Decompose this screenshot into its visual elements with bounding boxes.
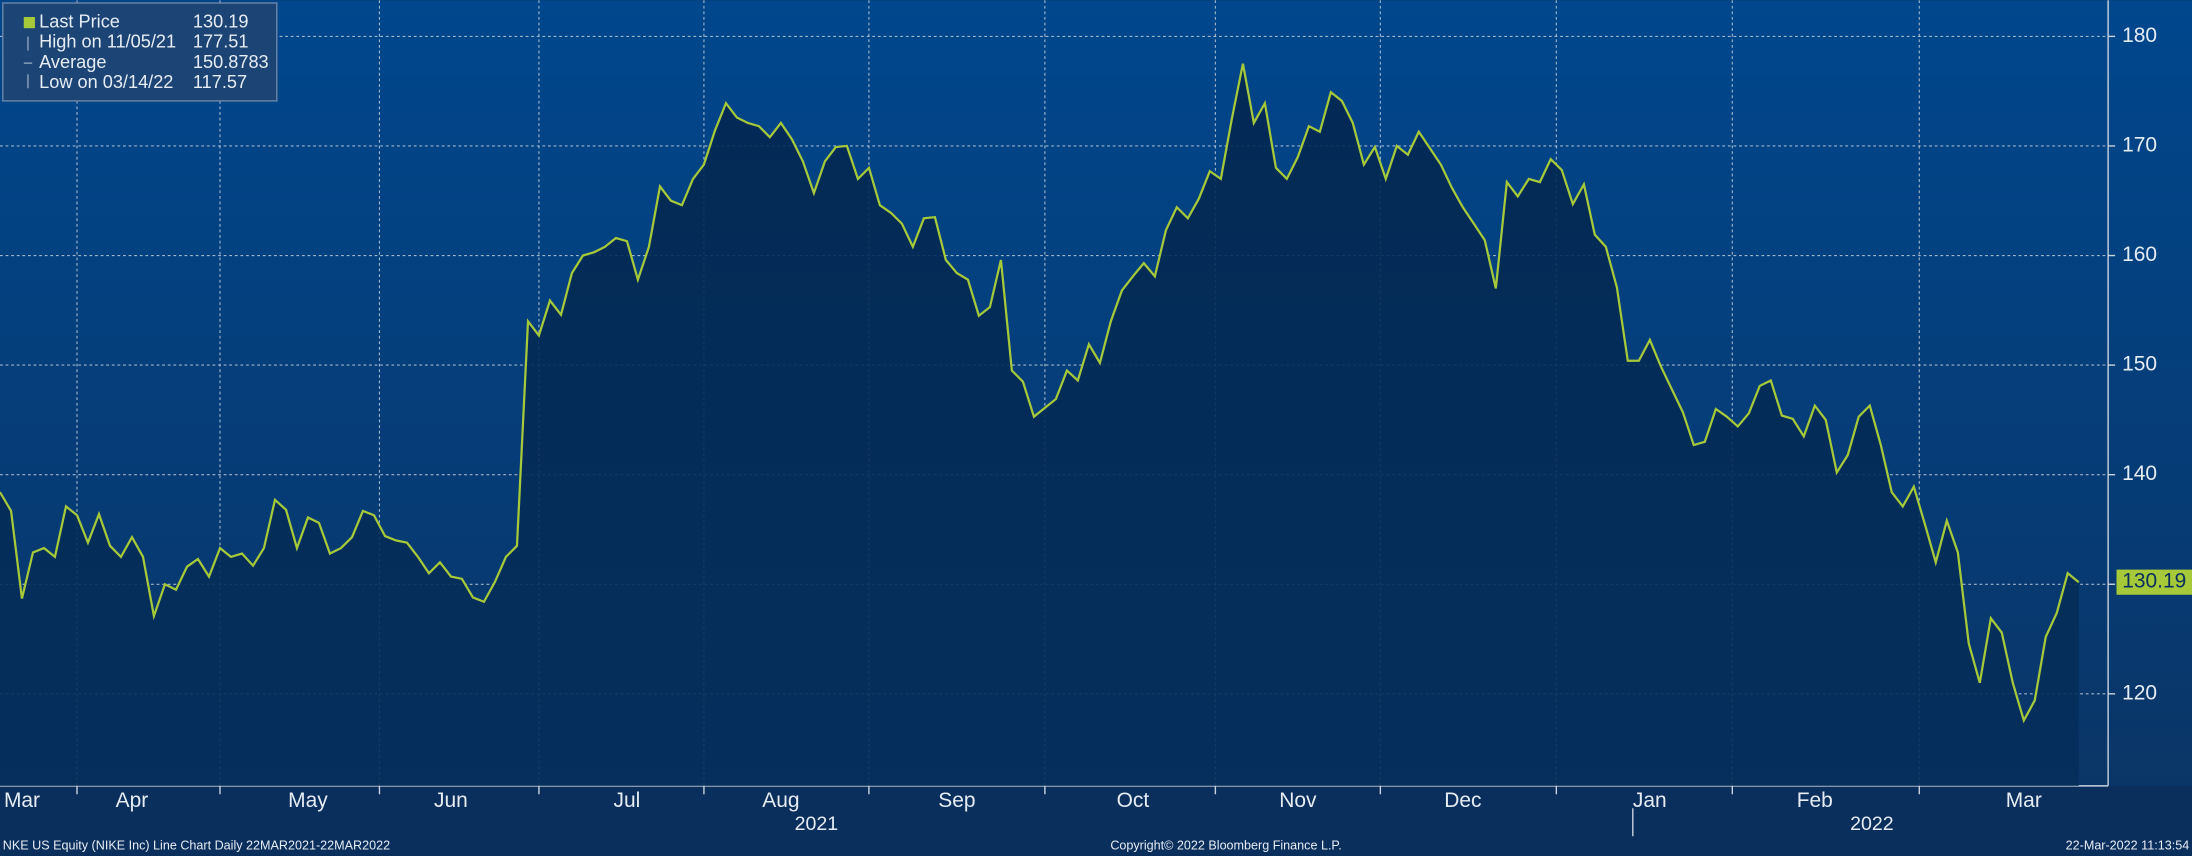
x-tick-label: Dec (1444, 789, 1481, 812)
axes: 120130140150160170180MarAprMayJunJulAugS… (4, 24, 2192, 812)
last-price-label: 130.19 (2122, 570, 2186, 593)
x-tick-label: Nov (1279, 789, 1317, 812)
x-tick-label: Jul (614, 789, 641, 812)
footer-center: Copyright© 2022 Bloomberg Finance L.P. (1110, 838, 1341, 852)
y-tick-label: 140 (2122, 462, 2157, 485)
x-tick-label: Oct (1117, 789, 1150, 812)
x-tick-label: Feb (1797, 789, 1833, 812)
legend-label: Average (39, 52, 106, 72)
y-tick-label: 150 (2122, 353, 2157, 376)
legend-value: 117.57 (193, 72, 247, 92)
legend-label: High on 11/05/21 (39, 32, 176, 52)
x-tick-label: Aug (762, 789, 799, 812)
x-tick-label: Jun (434, 789, 468, 812)
legend-value: 150.8783 (193, 52, 269, 72)
legend-box (2, 2, 278, 102)
x-tick-label: Mar (2006, 789, 2042, 812)
plot (0, 63, 2080, 786)
x-tick-label: Apr (116, 789, 149, 812)
year-label: 2021 (795, 813, 839, 835)
legend-swatch (23, 17, 35, 29)
last-price-tag (2116, 569, 2192, 595)
y-tick-label: 160 (2122, 243, 2157, 266)
legend-label: Low on 03/14/22 (39, 72, 173, 92)
legend-value: 130.19 (193, 11, 249, 31)
price-line (0, 63, 2080, 724)
x-tick-label: Sep (938, 789, 975, 812)
year-label: 2022 (1850, 813, 1894, 835)
axis-band (0, 785, 2192, 856)
footer-left: NKE US Equity (NIKE Inc) Line Chart Dail… (3, 838, 390, 852)
area-fill (0, 63, 2079, 786)
footer-right: 22-Mar-2022 11:13:54 (2066, 838, 2190, 852)
x-tick-label: May (288, 789, 328, 812)
y-tick-label: 180 (2122, 24, 2157, 47)
y-tick-label: 120 (2122, 681, 2157, 704)
x-tick-label: Mar (4, 789, 40, 812)
legend: Last Price High on 11/05/21 Average Low … (2, 2, 278, 102)
y-tick-label: 170 (2122, 133, 2157, 156)
x-tick-label: Jan (1633, 789, 1667, 812)
legend-label: Last Price (39, 11, 120, 31)
legend-value: 177.51 (193, 32, 249, 52)
